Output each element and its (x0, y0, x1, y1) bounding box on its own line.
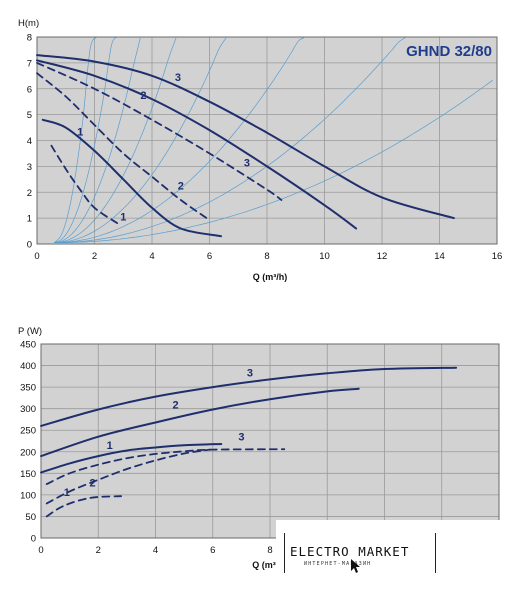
x-tick-label: 10 (319, 251, 330, 262)
y-tick-label: 450 (20, 340, 36, 351)
y-tick-label: 4 (27, 136, 32, 147)
y-tick-label: 1 (27, 214, 32, 225)
series-curve-1-solid (41, 118, 222, 238)
y-axis-label: P (W) (18, 326, 42, 337)
x-tick-label: 6 (207, 251, 212, 262)
plot-frame (40, 343, 500, 539)
system-curve (54, 36, 141, 244)
y-tick-label: 5 (27, 110, 32, 121)
x-tick-label: 0 (34, 251, 39, 262)
system-curve (54, 36, 306, 244)
x-tick-label: 2 (92, 251, 97, 262)
x-tick-label: 16 (492, 251, 503, 262)
y-tick-label: 350 (20, 383, 36, 394)
y-tick-label: 8 (27, 33, 32, 44)
system-curve (54, 36, 98, 243)
y-tick-label: 400 (20, 361, 36, 372)
series-curve-2-solid (36, 59, 358, 230)
curve-label: 1 (77, 126, 83, 138)
y-tick-label: 200 (20, 447, 36, 458)
curve-label: 2 (140, 90, 146, 102)
cursor-icon (351, 559, 360, 573)
series-curve-1-dashed (45, 495, 122, 518)
y-tick-label: 6 (27, 84, 32, 95)
y-tick-label: 2 (27, 188, 32, 199)
y-tick-label: 3 (27, 162, 32, 173)
curve-label: 1 (64, 487, 70, 499)
system-curve (54, 36, 407, 244)
x-tick-label: 4 (149, 251, 154, 262)
chart-title: GHND 32/80 (406, 43, 492, 60)
y-tick-label: 300 (20, 404, 36, 415)
x-axis-label: Q (m³/h) (253, 272, 288, 282)
series-curve-3-dashed (45, 448, 286, 485)
y-axis-label: H(m) (18, 18, 39, 29)
x-tick-label: 4 (153, 545, 158, 556)
series-curve-2-dashed (36, 72, 208, 219)
y-tick-label: 100 (20, 490, 36, 501)
y-tick-label: 0 (31, 534, 36, 545)
x-tick-label: 8 (267, 545, 272, 556)
x-tick-label: 2 (96, 545, 101, 556)
x-tick-label: 12 (377, 251, 388, 262)
curve-label: 2 (89, 477, 95, 489)
y-tick-label: 0 (27, 240, 32, 251)
curve-label: 2 (172, 400, 178, 412)
curve-label: 2 (178, 181, 184, 193)
series-curve-3-solid (36, 54, 455, 220)
power-chart: 3 2 1 3 2 1 0 2 4 6 8 0 50 100 150 200 250 300 350 400 450 P … (18, 326, 500, 570)
series-curve-2-dashed (45, 448, 211, 505)
system-curve (54, 36, 177, 244)
series-curve-1-dashed (50, 144, 119, 225)
x-axis-label: Q (m³ (252, 560, 276, 570)
plot-frame (36, 36, 498, 245)
system-curve (54, 79, 493, 244)
y-tick-label: 50 (25, 512, 36, 523)
logo-text: ELECTRO MARKET (290, 544, 410, 559)
series-curve-3-dashed (36, 62, 283, 201)
y-tick-label: 150 (20, 469, 36, 480)
curve-label: 3 (244, 157, 250, 169)
y-tick-label: 250 (20, 426, 36, 437)
x-tick-label: 6 (210, 545, 215, 556)
curve-label: 3 (238, 432, 244, 444)
x-tick-label: 8 (264, 251, 269, 262)
curve-label: 3 (247, 367, 253, 379)
x-tick-label: 14 (434, 251, 445, 262)
curve-label: 3 (175, 72, 181, 84)
logo-frame (284, 533, 436, 573)
y-tick-label: 7 (27, 58, 32, 69)
electro-market-logo: ELECTRO MARKET ИНТЕРНЕТ-МАГАЗИН (276, 520, 526, 585)
series-curve-2-solid (40, 387, 360, 458)
curve-label: 1 (107, 440, 113, 452)
x-tick-label: 0 (38, 545, 43, 556)
series-curve-1-solid (40, 443, 223, 474)
logo-subtext: ИНТЕРНЕТ-МАГАЗИН (304, 561, 372, 567)
curve-label: 1 (120, 212, 126, 224)
series-curve-3-solid (40, 366, 458, 427)
